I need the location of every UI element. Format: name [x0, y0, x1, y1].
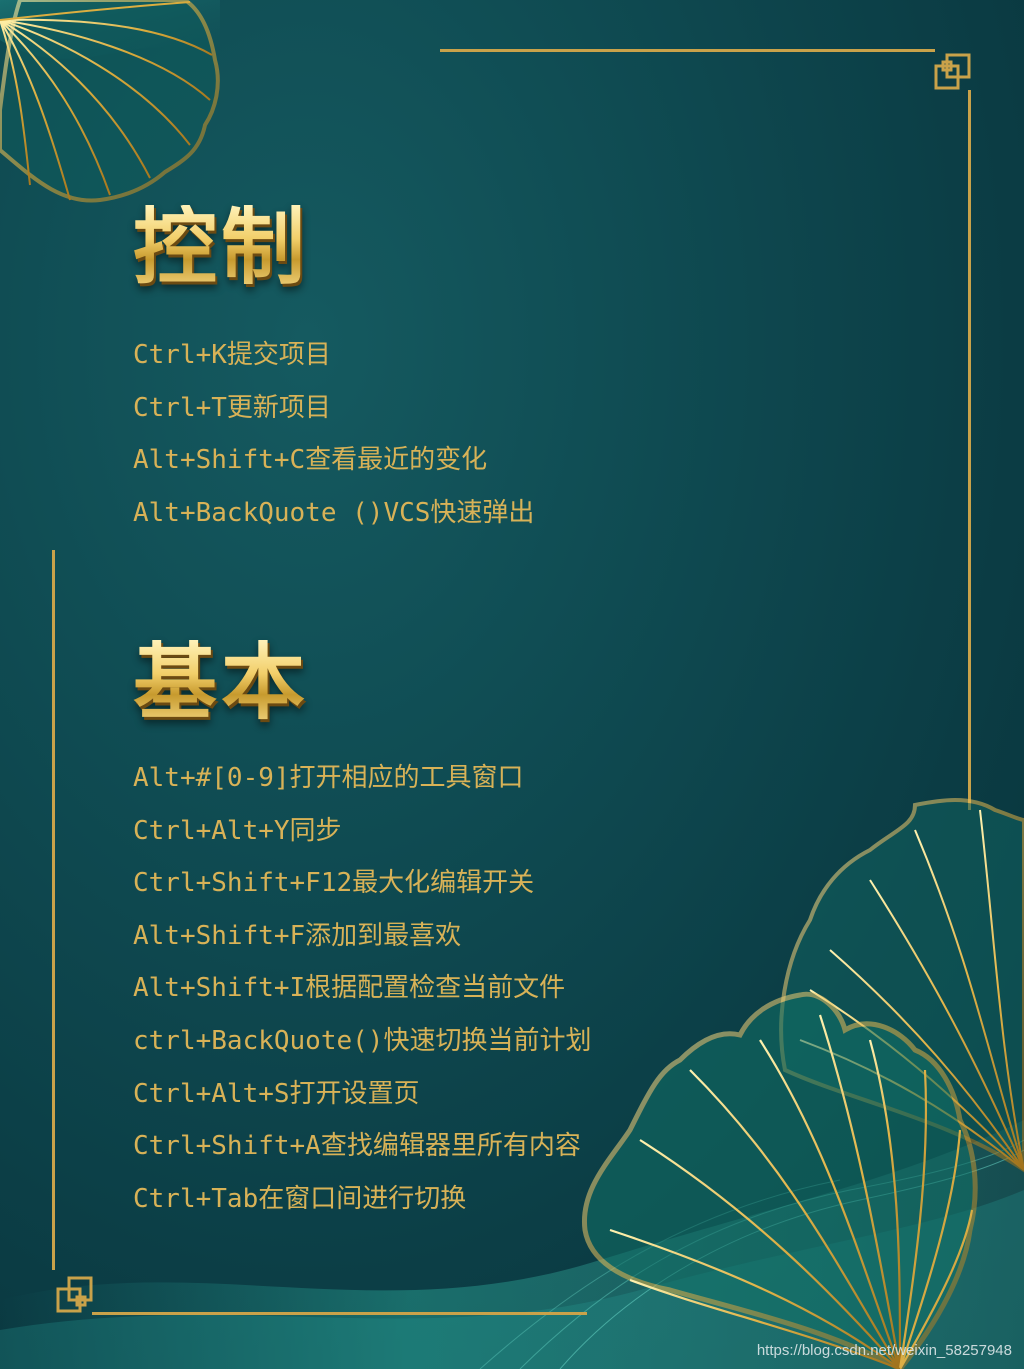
frame-top-line	[440, 49, 935, 52]
section-basic: 基本 Alt+#[0-9]打开相应的工具窗口 Ctrl+Alt+Y同步 Ctrl…	[133, 640, 591, 1225]
ginkgo-leaf-icon	[0, 0, 220, 203]
watermark-url: https://blog.csdn.net/weixin_58257948	[756, 1342, 1012, 1359]
frame-corner-knot-icon	[56, 1276, 93, 1313]
frame-left-line	[52, 550, 55, 1270]
shortcut-list-control: Ctrl+K提交项目 Ctrl+T更新项目 Alt+Shift+C查看最近的变化…	[133, 329, 534, 539]
frame-bottom-line	[92, 1312, 587, 1315]
shortcut-item: Ctrl+Alt+Y同步	[133, 815, 342, 846]
section-title-basic: 基本	[133, 640, 591, 724]
section-control: 控制 Ctrl+K提交项目 Ctrl+T更新项目 Alt+Shift+C查看最近…	[133, 205, 534, 539]
frame-right-line	[968, 90, 971, 810]
shortcut-item: Ctrl+Shift+F12最大化编辑开关	[133, 868, 535, 899]
shortcut-item: Ctrl+T更新项目	[133, 392, 331, 423]
shortcut-item: Ctrl+Tab在窗口间进行切换	[133, 1183, 467, 1214]
shortcut-item: Ctrl+Shift+A查找编辑器里所有内容	[133, 1131, 581, 1162]
frame-corner-knot-icon	[934, 53, 971, 90]
shortcut-item: Alt+Shift+F添加到最喜欢	[133, 920, 462, 951]
section-title-control: 控制	[133, 205, 534, 289]
shortcut-item: ctrl+BackQuote()快速切换当前计划	[133, 1025, 592, 1056]
ginkgo-leaf-icon	[581, 798, 1024, 1369]
shortcut-item: Alt+#[0-9]打开相应的工具窗口	[133, 763, 524, 793]
shortcut-item: Alt+BackQuote ()VCS快速弹出	[133, 497, 535, 528]
shortcut-item: Alt+Shift+I根据配置检查当前文件	[133, 973, 566, 1004]
shortcut-item: Ctrl+K提交项目	[133, 340, 331, 370]
shortcut-item: Ctrl+Alt+S打开设置页	[133, 1078, 420, 1109]
shortcut-list-basic: Alt+#[0-9]打开相应的工具窗口 Ctrl+Alt+Y同步 Ctrl+Sh…	[133, 752, 591, 1225]
shortcut-item: Alt+Shift+C查看最近的变化	[133, 445, 488, 476]
